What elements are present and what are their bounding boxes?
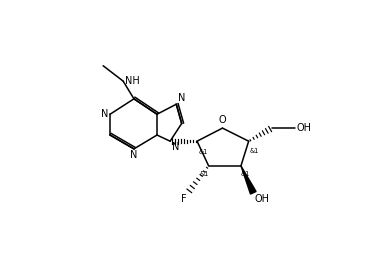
Text: F: F xyxy=(181,194,186,204)
Text: N: N xyxy=(178,93,185,103)
Text: &1: &1 xyxy=(250,148,259,154)
Text: N: N xyxy=(171,142,179,152)
Polygon shape xyxy=(241,166,256,194)
Text: O: O xyxy=(219,115,226,125)
Text: &1: &1 xyxy=(241,171,250,177)
Text: &1: &1 xyxy=(199,149,208,155)
Text: OH: OH xyxy=(255,194,270,204)
Text: N: N xyxy=(101,109,109,119)
Text: &1: &1 xyxy=(199,171,209,177)
Text: NH: NH xyxy=(125,76,140,86)
Text: N: N xyxy=(130,150,138,160)
Text: OH: OH xyxy=(296,123,311,133)
